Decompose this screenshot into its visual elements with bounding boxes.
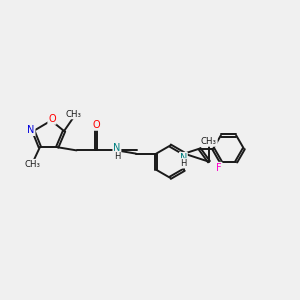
Text: F: F xyxy=(216,163,222,172)
Text: CH₃: CH₃ xyxy=(66,110,82,118)
Text: O: O xyxy=(92,120,100,130)
Text: N: N xyxy=(180,153,187,163)
Text: O: O xyxy=(48,114,56,124)
Text: H: H xyxy=(114,152,120,160)
Text: H: H xyxy=(180,159,187,168)
Text: CH₃: CH₃ xyxy=(201,137,217,146)
Text: N: N xyxy=(113,143,121,153)
Text: CH₃: CH₃ xyxy=(24,160,40,169)
Text: N: N xyxy=(27,125,35,135)
